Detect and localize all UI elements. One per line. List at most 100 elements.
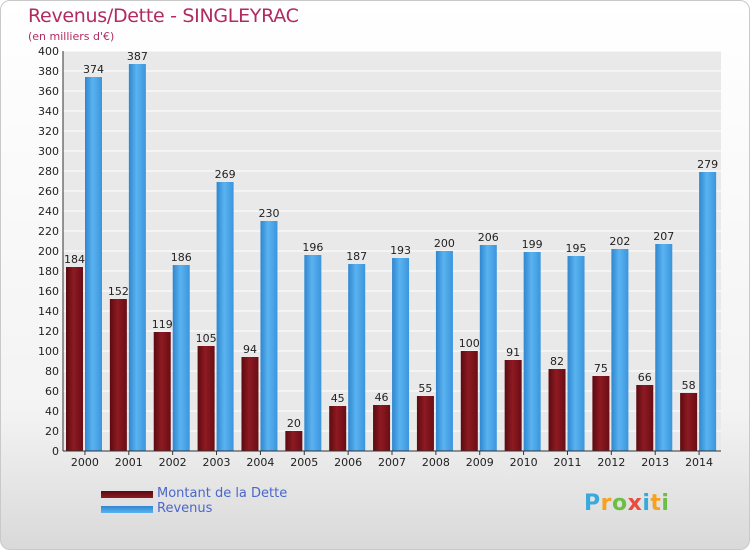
value-label: 20	[287, 417, 301, 430]
y-tick-label: 0	[52, 445, 59, 458]
y-tick-label: 380	[38, 65, 59, 78]
y-tick-label: 60	[45, 385, 59, 398]
y-tick-label: 180	[38, 265, 59, 278]
value-label: 105	[196, 332, 217, 345]
bar-revenus	[128, 64, 146, 451]
logo-letter: i	[661, 491, 670, 516]
bar-debt	[460, 351, 478, 451]
y-tick-label: 200	[38, 245, 59, 258]
value-label: 279	[697, 158, 718, 171]
y-tick-label: 40	[45, 405, 59, 418]
y-tick-label: 20	[45, 425, 59, 438]
value-label: 75	[594, 362, 608, 375]
logo-letter: r	[600, 491, 612, 516]
y-tick-label: 140	[38, 305, 59, 318]
value-label: 46	[375, 391, 389, 404]
x-tick-label: 2005	[290, 456, 318, 469]
value-label: 100	[459, 337, 480, 350]
bar-revenus	[655, 244, 673, 451]
y-tick-label: 240	[38, 205, 59, 218]
value-label: 230	[258, 207, 279, 220]
y-tick-label: 160	[38, 285, 59, 298]
bar-revenus	[304, 255, 322, 451]
y-tick-label: 260	[38, 185, 59, 198]
logo-letter: o	[611, 491, 628, 516]
y-tick-label: 300	[38, 145, 59, 158]
x-tick-label: 2012	[597, 456, 625, 469]
y-tick-label: 120	[38, 325, 59, 338]
x-tick-label: 2008	[422, 456, 450, 469]
value-label: 269	[215, 168, 236, 181]
value-label: 195	[566, 242, 587, 255]
bar-revenus	[216, 182, 234, 451]
value-label: 91	[506, 346, 520, 359]
y-tick-label: 220	[38, 225, 59, 238]
logo-letter: x	[627, 491, 643, 516]
value-label: 58	[682, 379, 696, 392]
y-tick-label: 80	[45, 365, 59, 378]
bar-revenus	[699, 172, 717, 451]
bar-debt	[416, 396, 434, 451]
bars	[66, 64, 717, 451]
value-label: 199	[522, 238, 543, 251]
x-tick-label: 2013	[641, 456, 669, 469]
bar-debt	[548, 369, 566, 451]
bar-debt	[66, 267, 83, 451]
value-label: 206	[478, 231, 499, 244]
bar-debt	[680, 393, 698, 451]
value-label: 82	[550, 355, 564, 368]
x-tick-label: 2004	[246, 456, 274, 469]
bar-revenus	[567, 256, 585, 451]
bar-revenus	[392, 258, 410, 451]
bar-revenus	[479, 245, 497, 451]
value-label: 193	[390, 244, 411, 257]
y-tick-label: 360	[38, 85, 59, 98]
bar-debt	[285, 431, 303, 451]
bar-debt	[241, 357, 259, 451]
x-tick-label: 2003	[203, 456, 231, 469]
value-label: 374	[83, 63, 104, 76]
bar-revenus	[85, 77, 102, 451]
bar-revenus	[523, 252, 541, 451]
value-label: 202	[609, 235, 630, 248]
bar-revenus	[611, 249, 629, 451]
bar-debt	[636, 385, 654, 451]
x-tick-label: 2002	[159, 456, 187, 469]
axes	[62, 51, 721, 452]
value-label: 119	[152, 318, 173, 331]
legend-swatch-revenus	[101, 506, 153, 513]
y-tick-label: 320	[38, 125, 59, 138]
y-tick-label: 340	[38, 105, 59, 118]
value-labels: 184 374 152 387 119 186 105 269 94 230 20 196 45 187 4…	[64, 50, 718, 430]
value-label: 186	[171, 251, 192, 264]
value-label: 94	[243, 343, 257, 356]
x-tick-label: 2014	[685, 456, 713, 469]
x-tick-label: 2006	[334, 456, 362, 469]
logo-letter: P	[584, 491, 601, 516]
gridlines	[63, 50, 721, 452]
y-tick-label: 280	[38, 165, 59, 178]
value-label: 207	[653, 230, 674, 243]
bar-debt	[592, 376, 610, 451]
value-label: 45	[331, 392, 345, 405]
value-label: 187	[346, 250, 367, 263]
legend-swatch-debt	[101, 491, 153, 498]
logo-letter: t	[650, 491, 662, 516]
value-label: 66	[638, 371, 652, 384]
x-tick-label: 2009	[466, 456, 494, 469]
bar-revenus	[260, 221, 278, 451]
bar-revenus	[435, 251, 453, 451]
value-label: 200	[434, 237, 455, 250]
y-tick-label: 400	[38, 45, 59, 58]
x-tick-label: 2001	[115, 456, 143, 469]
value-label: 196	[302, 241, 323, 254]
x-tick-label: 2007	[378, 456, 406, 469]
x-tick-label: 2000	[71, 456, 99, 469]
bar-revenus	[172, 265, 190, 451]
y-tick-label: 100	[38, 345, 59, 358]
chart-subtitle: (en milliers d'€)	[28, 30, 115, 43]
bar-revenus	[348, 264, 366, 451]
x-tick-label: 2010	[510, 456, 538, 469]
